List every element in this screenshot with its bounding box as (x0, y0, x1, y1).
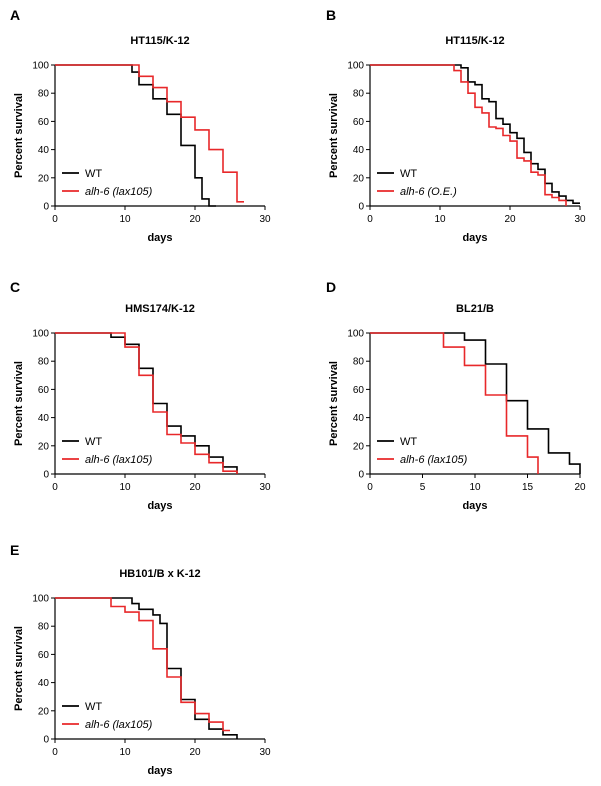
x-tick-label: 15 (522, 482, 534, 493)
y-tick-label: 100 (32, 594, 49, 605)
y-tick-label: 80 (38, 89, 50, 100)
y-tick-label: 20 (353, 173, 365, 184)
x-axis-label-b: days (462, 232, 487, 244)
survival-curve-alh6-e (55, 597, 230, 732)
panel-letter-a: A (10, 7, 20, 23)
y-tick-label: 80 (353, 357, 365, 368)
y-tick-label: 100 (347, 329, 364, 340)
legend-label-wt-d: WT (400, 436, 417, 448)
legend-label-wt-e: WT (85, 701, 102, 713)
x-tick-label: 20 (189, 214, 201, 225)
panel-letter-c: C (10, 279, 20, 295)
y-tick-label: 40 (38, 413, 50, 424)
x-tick-label: 30 (259, 747, 271, 758)
chart-panel-c: C HMS174/K-12 0 20 40 60 80 100 0 10 20 30 days Perce… (10, 279, 271, 512)
x-tick-label: 0 (367, 214, 373, 225)
y-tick-label: 60 (38, 650, 50, 661)
legend-label-alh6-c: alh-6 (lax105) (85, 454, 153, 466)
legend-label-wt-b: WT (400, 168, 417, 180)
y-tick-label: 20 (38, 706, 50, 717)
legend-label-wt-c: WT (85, 436, 102, 448)
legend-label-alh6-a: alh-6 (lax105) (85, 186, 153, 198)
x-tick-label: 30 (574, 214, 586, 225)
y-tick-label: 0 (43, 470, 49, 481)
legend-label-alh6-e: alh-6 (lax105) (85, 719, 153, 731)
y-tick-label: 0 (358, 202, 364, 213)
x-tick-label: 10 (119, 482, 131, 493)
y-tick-label: 100 (32, 61, 49, 72)
y-tick-label: 0 (43, 202, 49, 213)
y-tick-label: 0 (358, 470, 364, 481)
survival-curve-wt-b (370, 64, 580, 204)
chart-panel-b: B HT115/K-12 0 20 40 60 80 100 0 10 20 30 days Percen… (326, 7, 586, 244)
x-tick-label: 0 (52, 214, 58, 225)
y-tick-label: 100 (347, 61, 364, 72)
chart-title-b: HT115/K-12 (445, 35, 504, 47)
x-tick-label: 0 (52, 747, 58, 758)
survival-curve-wt-e (55, 597, 238, 739)
x-tick-label: 0 (52, 482, 58, 493)
y-axis-label-d: Percent survival (328, 361, 340, 446)
legend-label-wt-a: WT (85, 168, 102, 180)
y-tick-label: 40 (38, 678, 50, 689)
x-tick-label: 20 (189, 747, 201, 758)
y-tick-label: 60 (38, 385, 50, 396)
x-axis-label-d: days (462, 500, 487, 512)
y-tick-label: 60 (38, 117, 50, 128)
x-tick-label: 0 (367, 482, 373, 493)
survival-curve-wt-a (55, 64, 216, 207)
chart-panel-d: D BL21/B 0 20 40 60 80 100 0 5 10 15 20 days Percent s… (326, 279, 586, 512)
y-tick-label: 100 (32, 329, 49, 340)
y-axis-label-b: Percent survival (328, 93, 340, 178)
y-tick-label: 80 (38, 357, 50, 368)
y-tick-label: 80 (38, 622, 50, 633)
y-tick-label: 40 (38, 145, 50, 156)
x-tick-label: 10 (119, 747, 131, 758)
y-axis-label-e: Percent survival (13, 626, 25, 711)
y-tick-label: 20 (38, 441, 50, 452)
panel-letter-e: E (10, 542, 19, 558)
survival-curve-alh6-b (370, 64, 567, 206)
survival-curve-alh6-a (55, 64, 244, 203)
panel-letter-b: B (326, 7, 336, 23)
chart-panel-e: E HB101/B x K-12 0 20 40 60 80 100 0 10 20 30 days Pe… (10, 542, 271, 777)
x-tick-label: 20 (574, 482, 586, 493)
y-axis-label-c: Percent survival (13, 361, 25, 446)
survival-curve-alh6-d (370, 332, 539, 474)
chart-title-e: HB101/B x K-12 (119, 568, 200, 580)
x-tick-label: 5 (420, 482, 426, 493)
x-tick-label: 10 (119, 214, 131, 225)
y-tick-label: 40 (353, 145, 365, 156)
survival-curve-alh6-c (55, 332, 238, 474)
chart-title-d: BL21/B (456, 303, 494, 315)
x-tick-label: 10 (434, 214, 446, 225)
survival-curve-wt-c (55, 332, 238, 474)
y-tick-label: 20 (353, 441, 365, 452)
x-tick-label: 30 (259, 482, 271, 493)
x-axis-label-a: days (147, 232, 172, 244)
panel-letter-d: D (326, 279, 336, 295)
y-tick-label: 60 (353, 117, 365, 128)
y-tick-label: 0 (43, 735, 49, 746)
x-tick-label: 20 (504, 214, 516, 225)
x-tick-label: 20 (189, 482, 201, 493)
legend-label-alh6-d: alh-6 (lax105) (400, 454, 468, 466)
y-axis-label-a: Percent survival (13, 93, 25, 178)
y-tick-label: 40 (353, 413, 365, 424)
chart-title-c: HMS174/K-12 (125, 303, 195, 315)
chart-panel-a: A HT115/K-12 0 20 40 60 80 100 0 10 20 30 days Percen… (10, 7, 271, 244)
y-tick-label: 20 (38, 173, 50, 184)
x-tick-label: 10 (469, 482, 481, 493)
y-tick-label: 80 (353, 89, 365, 100)
y-tick-label: 60 (353, 385, 365, 396)
chart-title-a: HT115/K-12 (130, 35, 189, 47)
survival-curve-wt-d (370, 332, 581, 474)
x-axis-label-c: days (147, 500, 172, 512)
legend-label-alh6-b: alh-6 (O.E.) (400, 186, 457, 198)
x-tick-label: 30 (259, 214, 271, 225)
x-axis-label-e: days (147, 765, 172, 777)
